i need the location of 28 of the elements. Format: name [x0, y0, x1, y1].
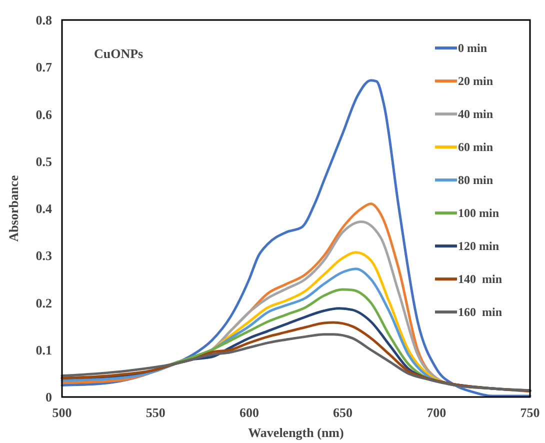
x-tick-label: 750 — [520, 405, 540, 420]
x-axis-title: Wavelength (nm) — [248, 425, 344, 440]
legend-label: 100 min — [458, 206, 500, 220]
legend-label: 20 min — [458, 74, 494, 88]
x-tick-label: 550 — [146, 405, 166, 420]
y-tick-label: 0.5 — [36, 154, 52, 169]
legend-label: 80 min — [458, 173, 494, 188]
y-tick-label: 0.7 — [36, 60, 52, 75]
y-tick-label: 0 — [46, 390, 52, 405]
y-tick-label: 0.6 — [36, 106, 52, 122]
legend-label: 60 min — [458, 140, 494, 154]
y-tick-label: 0.4 — [36, 201, 52, 216]
x-tick-label: 500 — [52, 405, 72, 420]
y-tick-label: 0.3 — [36, 248, 52, 264]
y-axis-title: Absorbance — [6, 175, 21, 242]
x-tick-label: 650 — [333, 405, 353, 420]
legend-label: 40 min — [458, 107, 494, 122]
annotation: CuONPs — [94, 46, 144, 61]
y-tick-label: 0.2 — [36, 295, 52, 310]
y-tick-label: 0.8 — [36, 12, 52, 28]
line-series — [60, 333, 532, 392]
legend-label: 0 min — [458, 41, 488, 56]
x-tick-label: 600 — [239, 405, 259, 420]
x-tick-label: 700 — [426, 405, 446, 420]
legend-label: 120 min — [458, 239, 500, 254]
y-tick-label: 0.1 — [36, 342, 52, 358]
legend-label: 160 min — [458, 305, 502, 320]
legend-label: 140 min — [458, 272, 502, 286]
